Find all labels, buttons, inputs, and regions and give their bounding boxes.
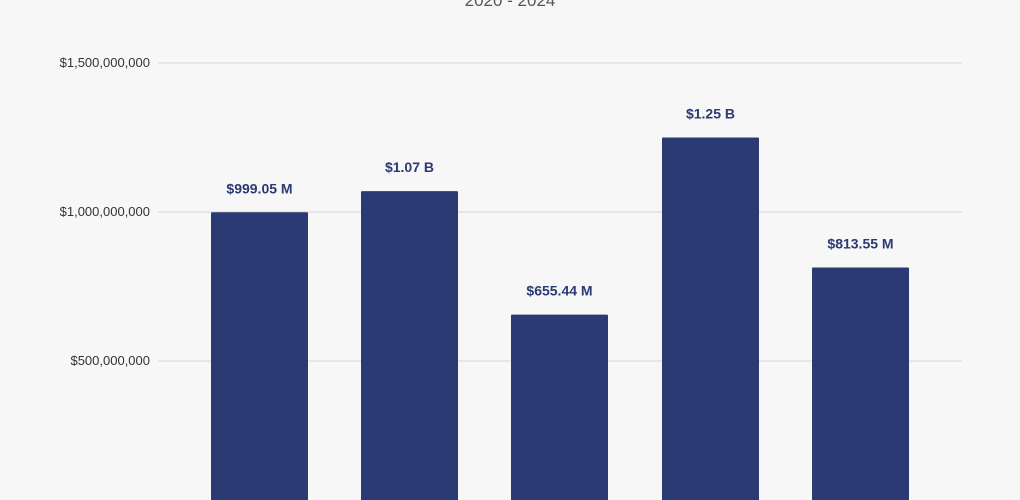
chart-subtitle: 2020 - 2024 — [464, 0, 556, 10]
data-label: $813.55 M — [827, 236, 893, 252]
data-label: $655.44 M — [526, 283, 592, 299]
y-tick-label: $500,000,000 — [70, 353, 150, 368]
y-tick-label: $1,000,000,000 — [60, 204, 150, 219]
data-label: $1.25 B — [686, 106, 735, 122]
bar — [361, 191, 458, 500]
bar — [812, 267, 909, 500]
bar — [511, 314, 608, 500]
bar — [211, 212, 308, 500]
y-tick-label: $1,500,000,000 — [60, 55, 150, 70]
data-label: $1.07 B — [385, 159, 434, 175]
bar — [662, 137, 759, 500]
data-label: $999.05 M — [226, 180, 292, 196]
